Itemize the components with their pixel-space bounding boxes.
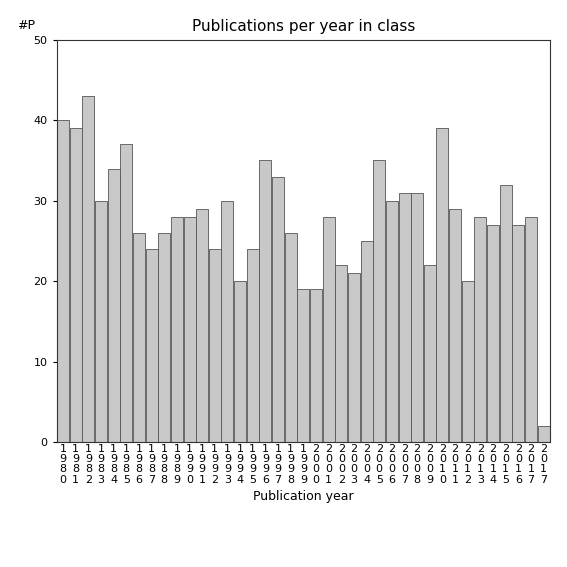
Bar <box>259 160 272 442</box>
Bar <box>184 217 196 442</box>
Title: Publications per year in class: Publications per year in class <box>192 19 415 35</box>
Bar <box>95 201 107 442</box>
Bar <box>285 233 297 442</box>
Bar <box>500 185 512 442</box>
Bar <box>70 128 82 442</box>
Bar <box>525 217 537 442</box>
Bar <box>234 281 246 442</box>
Bar <box>297 289 310 442</box>
X-axis label: Publication year: Publication year <box>253 490 354 503</box>
Bar <box>222 201 234 442</box>
Bar <box>361 241 373 442</box>
Bar <box>323 217 335 442</box>
Bar <box>348 273 360 442</box>
Bar <box>513 225 524 442</box>
Bar <box>146 249 158 442</box>
Bar <box>247 249 259 442</box>
Text: #P: #P <box>17 19 35 32</box>
Bar <box>411 193 423 442</box>
Bar <box>386 201 398 442</box>
Bar <box>272 176 284 442</box>
Bar <box>196 209 208 442</box>
Bar <box>424 265 436 442</box>
Bar <box>462 281 474 442</box>
Bar <box>158 233 170 442</box>
Bar <box>82 96 94 442</box>
Bar <box>335 265 348 442</box>
Bar <box>373 160 385 442</box>
Bar <box>437 128 448 442</box>
Bar <box>487 225 499 442</box>
Bar <box>171 217 183 442</box>
Bar <box>475 217 486 442</box>
Bar <box>133 233 145 442</box>
Bar <box>310 289 322 442</box>
Bar <box>399 193 411 442</box>
Bar <box>108 168 120 442</box>
Bar <box>57 120 69 442</box>
Bar <box>120 145 132 442</box>
Bar <box>538 426 549 442</box>
Bar <box>209 249 221 442</box>
Bar <box>449 209 461 442</box>
